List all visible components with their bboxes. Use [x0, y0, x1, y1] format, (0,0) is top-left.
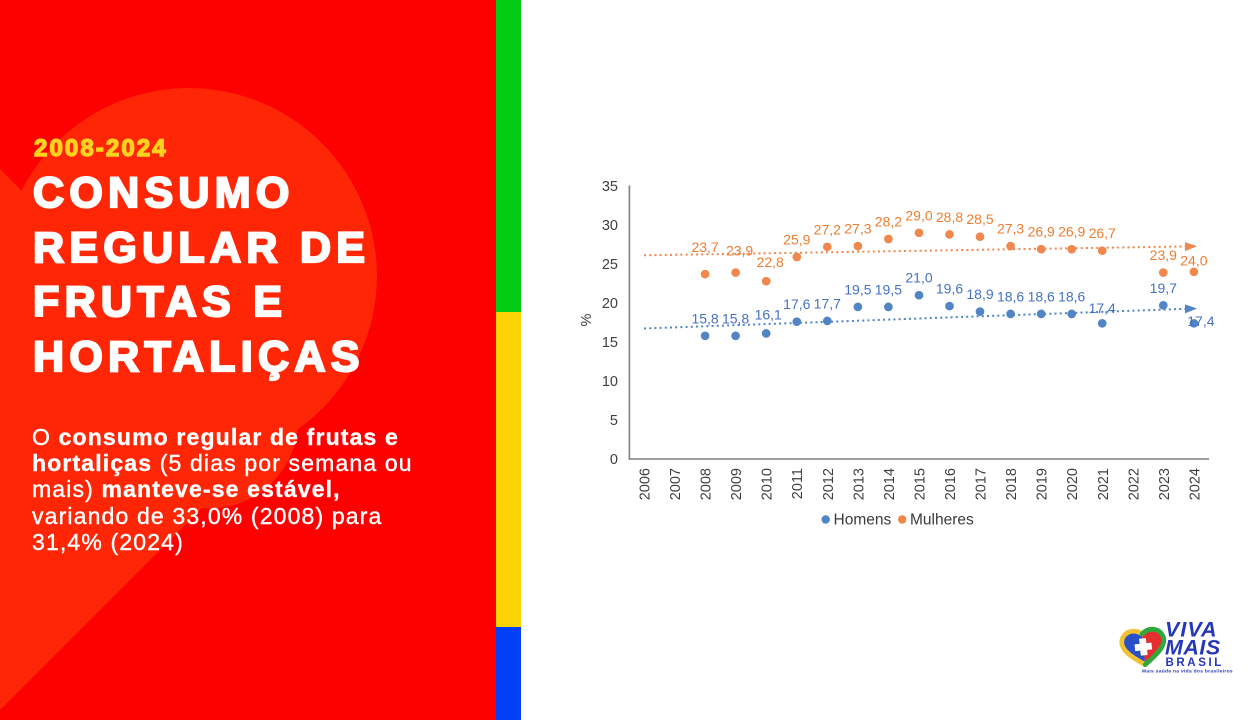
svg-text:35: 35	[602, 179, 618, 195]
svg-text:BRASIL: BRASIL	[1166, 657, 1224, 669]
svg-text:18,6: 18,6	[1058, 288, 1085, 304]
svg-text:2024: 2024	[1187, 468, 1203, 500]
svg-text:2020: 2020	[1065, 468, 1081, 500]
svg-text:2018: 2018	[1004, 468, 1020, 500]
svg-text:2010: 2010	[760, 468, 776, 500]
svg-text:5: 5	[610, 413, 618, 429]
svg-text:2023: 2023	[1157, 468, 1173, 500]
svg-text:17,6: 17,6	[783, 296, 810, 312]
svg-text:2006: 2006	[638, 468, 654, 500]
svg-text:2014: 2014	[882, 468, 898, 500]
svg-text:23,9: 23,9	[1150, 247, 1177, 263]
svg-text:23,7: 23,7	[691, 239, 718, 255]
svg-text:Mais saúde na vida dos brasile: Mais saúde na vida dos brasileiros	[1142, 669, 1233, 675]
svg-text:30: 30	[602, 218, 618, 234]
svg-text:18,6: 18,6	[1028, 288, 1055, 304]
svg-text:2016: 2016	[943, 468, 959, 500]
svg-text:2012: 2012	[821, 468, 837, 500]
svg-text:18,6: 18,6	[997, 288, 1024, 304]
svg-text:25: 25	[602, 257, 618, 273]
svg-text:15,8: 15,8	[722, 310, 749, 326]
svg-text:2013: 2013	[851, 468, 867, 500]
svg-text:VIVA: VIVA	[1165, 618, 1218, 642]
svg-text:25,9: 25,9	[783, 232, 810, 248]
svg-text:20: 20	[602, 296, 618, 312]
svg-text:15: 15	[602, 335, 618, 351]
svg-text:15,8: 15,8	[691, 310, 718, 326]
svg-text:26,7: 26,7	[1089, 225, 1116, 241]
svg-text:28,8: 28,8	[936, 209, 963, 225]
svg-text:2022: 2022	[1126, 468, 1142, 500]
svg-text:28,5: 28,5	[966, 211, 993, 227]
svg-text:2017: 2017	[974, 468, 990, 500]
svg-text:26,9: 26,9	[1028, 224, 1055, 240]
svg-text:27,3: 27,3	[844, 221, 871, 237]
svg-text:17,4: 17,4	[1187, 313, 1214, 329]
svg-text:Mulheres: Mulheres	[910, 512, 974, 529]
svg-text:17,4: 17,4	[1089, 300, 1116, 316]
svg-text:19,5: 19,5	[844, 281, 871, 297]
svg-text:0: 0	[610, 452, 618, 468]
svg-text:2011: 2011	[790, 468, 806, 499]
svg-text:Homens: Homens	[834, 512, 892, 529]
svg-text:23,9: 23,9	[726, 243, 753, 259]
svg-text:2009: 2009	[729, 468, 745, 500]
svg-text:26,9: 26,9	[1058, 224, 1085, 240]
svg-text:2015: 2015	[913, 468, 929, 500]
svg-text:19,5: 19,5	[875, 281, 902, 297]
svg-text:27,3: 27,3	[997, 221, 1024, 237]
svg-text:28,2: 28,2	[875, 214, 902, 230]
svg-text:18,9: 18,9	[966, 286, 993, 302]
svg-text:%: %	[579, 313, 595, 326]
svg-text:22,8: 22,8	[757, 254, 784, 270]
svg-text:2007: 2007	[668, 468, 684, 500]
svg-text:21,0: 21,0	[905, 270, 932, 286]
svg-text:17,7: 17,7	[814, 295, 841, 311]
svg-text:MAIS: MAIS	[1165, 636, 1221, 660]
svg-text:2021: 2021	[1096, 468, 1112, 500]
svg-text:2019: 2019	[1035, 468, 1051, 500]
svg-text:29,0: 29,0	[905, 207, 932, 223]
svg-text:24,0: 24,0	[1180, 253, 1207, 269]
svg-text:27,2: 27,2	[814, 221, 841, 237]
svg-text:19,7: 19,7	[1150, 280, 1177, 296]
svg-text:16,1: 16,1	[755, 306, 782, 322]
svg-text:19,6: 19,6	[936, 281, 963, 297]
svg-text:10: 10	[602, 374, 618, 390]
svg-text:2008: 2008	[699, 468, 715, 500]
